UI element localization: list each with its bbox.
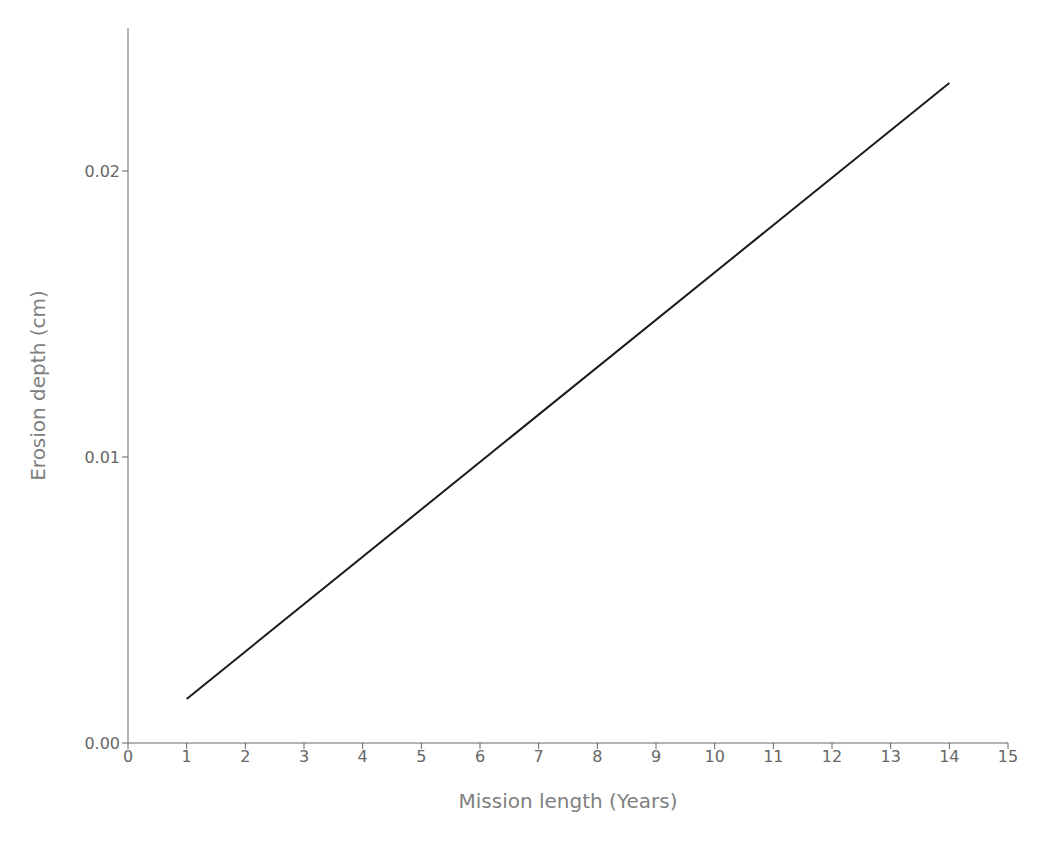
- svg-text:0.00: 0.00: [84, 734, 120, 753]
- svg-text:7: 7: [534, 747, 544, 766]
- svg-text:10: 10: [704, 747, 724, 766]
- svg-text:5: 5: [416, 747, 426, 766]
- svg-text:4: 4: [358, 747, 368, 766]
- svg-text:Erosion depth (cm): Erosion depth (cm): [26, 290, 50, 481]
- svg-text:11: 11: [763, 747, 783, 766]
- svg-text:3: 3: [299, 747, 309, 766]
- svg-text:15: 15: [998, 747, 1018, 766]
- svg-text:9: 9: [651, 747, 661, 766]
- svg-text:Mission length (Years): Mission length (Years): [459, 789, 678, 813]
- svg-text:6: 6: [475, 747, 485, 766]
- svg-text:13: 13: [880, 747, 900, 766]
- svg-text:1: 1: [182, 747, 192, 766]
- svg-text:0.02: 0.02: [84, 162, 120, 181]
- svg-text:12: 12: [822, 747, 842, 766]
- svg-text:8: 8: [592, 747, 602, 766]
- svg-text:0.01: 0.01: [84, 448, 120, 467]
- svg-text:2: 2: [240, 747, 250, 766]
- svg-text:14: 14: [939, 747, 959, 766]
- svg-text:0: 0: [123, 747, 133, 766]
